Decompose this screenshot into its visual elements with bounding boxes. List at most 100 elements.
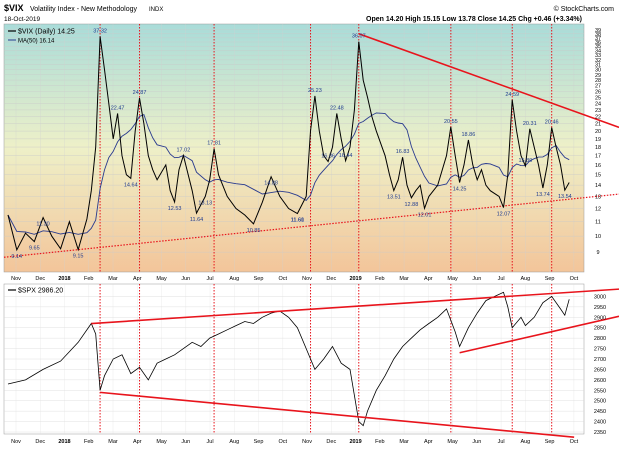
spx-x-tick: May: [447, 439, 458, 445]
spx-x-tick: Aug: [520, 439, 530, 445]
spx-y-tick: 2850: [594, 326, 606, 332]
vix-value-label: 20.31: [523, 121, 537, 127]
spx-y-tick: 2400: [594, 420, 606, 426]
vix-value-label: 13.54: [558, 194, 572, 200]
chart-subtitle: Volatility Index - New Methodology: [30, 6, 137, 13]
vix-x-tick: Sep: [545, 276, 555, 282]
vix-y-axis: 9 10 11 12 13 14 15 16 17 18 19 2021222324252627282…: [595, 28, 601, 256]
spx-gridlines: [4, 284, 584, 434]
spx-x-tick: Feb: [84, 439, 93, 445]
vix-value-label: 11.60: [291, 218, 304, 224]
vix-price-line: [7, 36, 570, 252]
legend-vix: $VIX (Daily) 14.25: [18, 29, 75, 36]
vix-value-label: 15.89: [519, 158, 533, 164]
vix-x-tick: May: [156, 276, 167, 282]
spx-x-tick: Jul: [498, 439, 505, 445]
spx-support-line: [459, 315, 619, 354]
vix-y-tick: 10: [595, 234, 601, 240]
vix-y-tick: 29: [595, 73, 601, 79]
vix-value-label: 11.64: [190, 217, 203, 223]
vix-y-tick: 19: [595, 137, 601, 143]
vix-y-tick: 37: [595, 36, 601, 42]
vix-y-tick: 39: [595, 28, 601, 34]
vix-x-tick: 2019: [349, 276, 361, 282]
vix-value-label: 16.36: [321, 154, 335, 160]
spx-y-tick: 2550: [594, 388, 606, 394]
spx-x-tick: May: [156, 439, 167, 445]
vix-value-label: 20.55: [444, 119, 458, 125]
vix-value-label: 9.15: [73, 254, 84, 260]
vix-ma-line: [7, 112, 570, 235]
vix-y-tick: 12: [595, 207, 601, 213]
vix-x-tick: Nov: [11, 276, 21, 282]
spx-x-tick: Jun: [181, 439, 190, 445]
spx-x-tick: Aug: [229, 439, 239, 445]
vix-y-tick: 34: [595, 49, 601, 55]
vix-x-tick: Mar: [399, 276, 409, 282]
watermark: © StockCharts.com: [554, 5, 615, 13]
spx-y-tick: 2650: [594, 367, 606, 373]
vix-value-label: 11.61: [291, 218, 304, 224]
vix-y-tick: 9: [596, 250, 599, 256]
vix-x-tick: Jun: [181, 276, 190, 282]
vix-value-label: 13.13: [198, 200, 212, 206]
vix-value-labels: 9.14 9.65 11.30 11.60 13.13 9.15 37.32 22.47 14.…: [11, 29, 571, 260]
vix-y-tick: 36: [595, 40, 601, 46]
vix-y-tick: 26: [595, 89, 601, 95]
vix-y-tick: 21: [595, 122, 601, 128]
vix-y-tick: 35: [595, 44, 601, 50]
spx-y-tick: 2350: [594, 430, 606, 436]
vix-x-tick: Oct: [570, 276, 579, 282]
vix-value-label: 25.23: [308, 88, 322, 94]
chart-date: 18-Oct-2019: [4, 16, 41, 23]
vix-y-tick: 28: [595, 78, 601, 84]
vix-y-tick: 38: [595, 32, 601, 38]
vix-x-tick: May: [447, 276, 458, 282]
vix-x-tick: Jul: [207, 276, 214, 282]
vix-y-tick: 22: [595, 115, 601, 121]
vix-y-tick: 23: [595, 108, 601, 114]
legend-ma: MA(50) 16.14: [18, 39, 55, 45]
vix-value-label: 11.30: [36, 222, 49, 228]
vix-x-tick: Jul: [498, 276, 505, 282]
vix-value-label: 12.01: [418, 212, 432, 218]
vix-value-label: 18.86: [462, 132, 476, 138]
spx-x-tick: Jul: [207, 439, 214, 445]
vix-y-tick: 24: [595, 101, 601, 107]
vix-trendlines: [3, 33, 619, 258]
vix-value-label: 24.59: [505, 92, 519, 98]
vix-x-tick: Dec: [326, 276, 336, 282]
vix-value-label: 14.88: [264, 181, 278, 187]
spx-x-tick: 2018: [58, 439, 70, 445]
vix-value-label: 16.83: [396, 149, 410, 155]
spx-upper-channel: [91, 288, 619, 325]
vix-x-tick: Apr: [424, 276, 433, 282]
spx-y-tick: 2500: [594, 399, 606, 405]
vix-x-tick: 2018: [58, 276, 70, 282]
spx-y-tick: 2600: [594, 378, 606, 384]
spx-x-tick: Feb: [375, 439, 384, 445]
vix-value-label: 12.07: [497, 212, 511, 218]
spx-x-tick: Apr: [424, 439, 433, 445]
vix-x-axis: Nov Dec 2018 Feb Mar Apr May Jun Jul Aug Sep Oct Nov…: [11, 276, 579, 282]
spx-price-line: [7, 291, 570, 427]
vix-panel: [3, 23, 585, 273]
legend-spx: $SPX 2986.20: [18, 288, 63, 295]
exchange-label: INDX: [149, 7, 163, 13]
vix-x-tick: Feb: [84, 276, 93, 282]
spx-x-tick: 2019: [349, 439, 361, 445]
vix-value-label: 13.51: [387, 195, 401, 201]
vix-x-tick: Apr: [133, 276, 142, 282]
spx-x-axis: Nov Dec 2018 Feb Mar Apr May Jun Jul Aug Sep Oct Nov…: [11, 439, 579, 445]
spx-x-tick: Mar: [399, 439, 409, 445]
vix-value-label: 9.14: [11, 254, 22, 260]
spx-x-tick: Apr: [133, 439, 142, 445]
vix-x-tick: Dec: [35, 276, 45, 282]
spx-y-tick: 2950: [594, 305, 606, 311]
vix-value-label: 37.32: [93, 29, 107, 35]
vix-value-label: 9.65: [29, 246, 40, 252]
spx-x-tick: Oct: [279, 439, 288, 445]
vix-y-tick: 27: [595, 84, 601, 90]
vix-x-tick: Jun: [472, 276, 481, 282]
